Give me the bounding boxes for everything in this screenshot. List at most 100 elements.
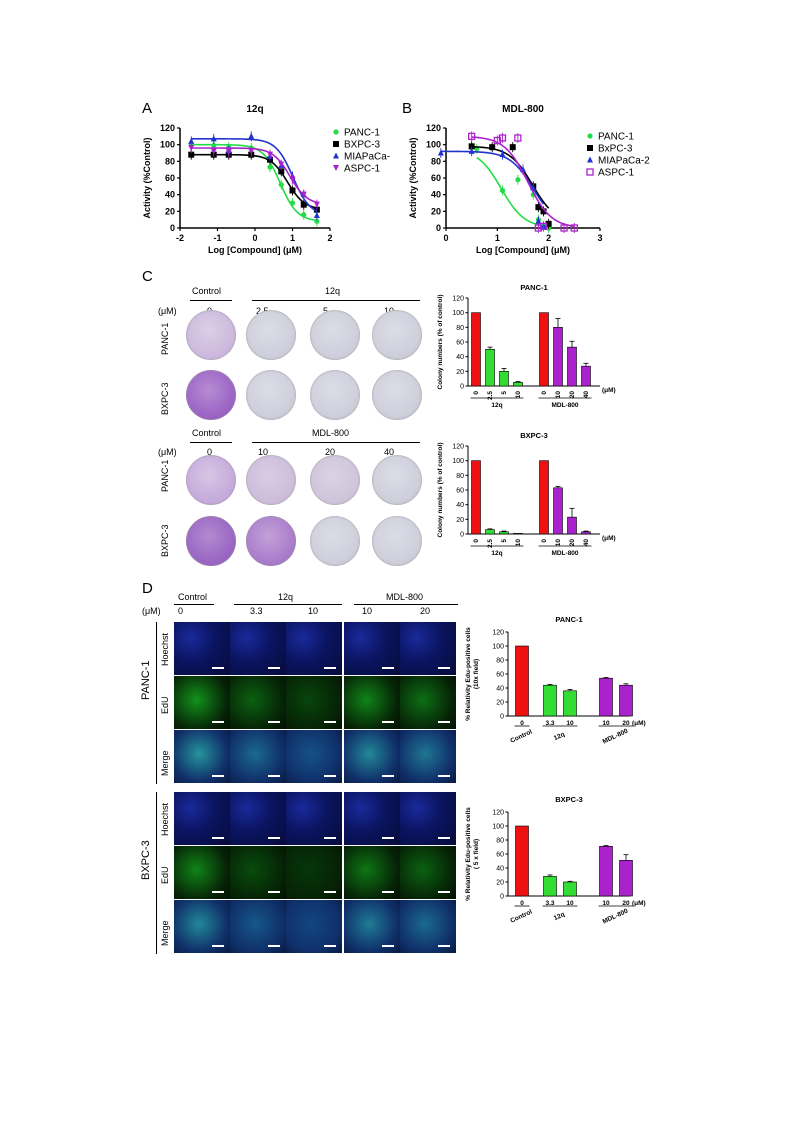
a-point <box>300 201 307 208</box>
d-dose-1: 3.3 <box>250 606 263 616</box>
db-bar <box>515 825 529 897</box>
micro-tile-edu <box>174 676 230 729</box>
c-mdl-header: MDL-800 <box>312 428 350 438</box>
cp-cat-label: 0 <box>541 391 548 395</box>
c-dose-bottom-0: 0 <box>207 447 213 457</box>
cb-group-label: 12q <box>491 550 502 557</box>
b-title: MDL-800 <box>502 104 544 115</box>
a-point <box>300 191 307 198</box>
micro-tile-merge <box>174 730 230 783</box>
cb-bar <box>567 516 577 535</box>
cb-ytick-label: 40 <box>456 502 464 509</box>
scale-bar <box>438 891 450 893</box>
b-ytick-label: 20 <box>431 206 441 216</box>
d-cell-panc: PANC-1 <box>140 660 152 700</box>
dish-bxpc-mdl-40 <box>372 516 422 566</box>
b-legend-marker <box>587 156 593 163</box>
cp-cat-label: 0 <box>473 391 480 395</box>
dp-ytick-label: 0 <box>500 714 504 721</box>
micro-tile-hoechst <box>174 622 230 675</box>
cp-cat-label: 20 <box>569 391 576 399</box>
dp-cat-label: 10 <box>566 720 574 727</box>
b-ytick-label: 80 <box>431 156 441 166</box>
db-bar <box>619 860 633 897</box>
b-point <box>468 132 476 140</box>
dish-panc-mdl-20 <box>310 455 360 505</box>
dp-cat-label: 3.3 <box>545 720 554 727</box>
c-control-rule <box>190 300 232 301</box>
cp-cat-label: 10 <box>555 391 562 399</box>
micro-tile-merge <box>230 730 286 783</box>
db-ytick-label: 40 <box>496 866 504 873</box>
dp-ylabel: % Relativity Edu-positive cells <box>465 627 472 721</box>
b-point <box>570 224 578 232</box>
cb-cat-label: 10 <box>555 539 562 547</box>
micro-tile-edu <box>286 676 342 729</box>
cb-cat-label: 20 <box>569 539 576 547</box>
dp-title: PANC-1 <box>555 615 582 624</box>
cb-bar <box>485 529 495 535</box>
cp-ytick-label: 100 <box>452 310 464 317</box>
db-cat-label: 10 <box>566 900 574 907</box>
dp-ytick-label: 80 <box>496 658 504 665</box>
cb-bar <box>499 531 509 535</box>
a-legend-marker <box>333 129 339 135</box>
d-stain-merge-1: Merge <box>160 750 170 776</box>
scale-bar <box>268 945 280 947</box>
b-point <box>509 144 516 151</box>
b-ytick-label: 40 <box>431 190 441 200</box>
cb-cat-label: 40 <box>583 539 590 547</box>
micro-tile-merge <box>230 900 286 953</box>
scale-bar <box>268 775 280 777</box>
cp-ytick-label: 0 <box>460 384 464 391</box>
dish-panc-12q-10 <box>372 310 422 360</box>
db-bar <box>563 881 577 897</box>
b-legend-label: PANC-1 <box>598 132 634 143</box>
scale-bar <box>212 891 224 893</box>
micro-tile-merge <box>400 730 456 783</box>
a-ytick-label: 40 <box>165 190 175 200</box>
b-point <box>535 204 542 211</box>
a-point <box>267 151 273 158</box>
scale-bar <box>382 945 394 947</box>
scale-bar <box>382 721 394 723</box>
colony-formation-dishes: Control 12q (μM) 0 2.5 5 10 PANC-1 BXPC-… <box>150 280 430 580</box>
c-unit-top: (μM) <box>158 306 177 316</box>
scale-bar <box>324 891 336 893</box>
micro-tile-merge <box>286 730 342 783</box>
dp-ylabel2: (10x field) <box>473 659 480 689</box>
d-cell-bxpc: BXPC-3 <box>140 840 152 880</box>
micro-tile-hoechst <box>286 792 342 845</box>
db-group-label: MDL-800 <box>602 908 630 926</box>
cp-group-label: MDL-800 <box>551 402 578 409</box>
d-dose-0: 0 <box>178 606 184 616</box>
a-point <box>210 148 217 155</box>
scale-bar <box>438 775 450 777</box>
cp-cat-label: 10 <box>515 391 522 399</box>
cb-bar <box>513 532 523 535</box>
scale-bar <box>268 891 280 893</box>
dish-panc-12q-2.5 <box>246 310 296 360</box>
cp-ylabel: Colony numbers (% of control) <box>437 295 444 390</box>
scale-bar <box>438 667 450 669</box>
a-point <box>289 187 296 194</box>
scale-bar <box>324 667 336 669</box>
b-ytick-label: 60 <box>431 173 441 183</box>
b-point <box>545 220 552 227</box>
micro-tile-edu <box>230 676 286 729</box>
a-point <box>248 148 255 155</box>
micro-tile-hoechst <box>344 792 400 845</box>
db-ytick-label: 80 <box>496 838 504 845</box>
b-point <box>498 134 507 142</box>
micro-tile-hoechst <box>174 792 230 845</box>
a-point <box>314 218 320 224</box>
a-legend-label: BXPC-3 <box>344 140 381 151</box>
dish-panc-mdl-10 <box>246 455 296 505</box>
dose-response-chart-mdl800: MDL-800 0 20 40 60 80 100 120 0 1 2 3 Log [Compound]… <box>408 104 650 255</box>
cb-cat-label: 0 <box>473 539 480 543</box>
panel-letter-a: A <box>142 100 153 117</box>
a-ytick-label: 80 <box>165 156 175 166</box>
d-control-rule <box>174 604 214 605</box>
dp-ytick-label: 20 <box>496 700 504 707</box>
scale-bar <box>324 775 336 777</box>
